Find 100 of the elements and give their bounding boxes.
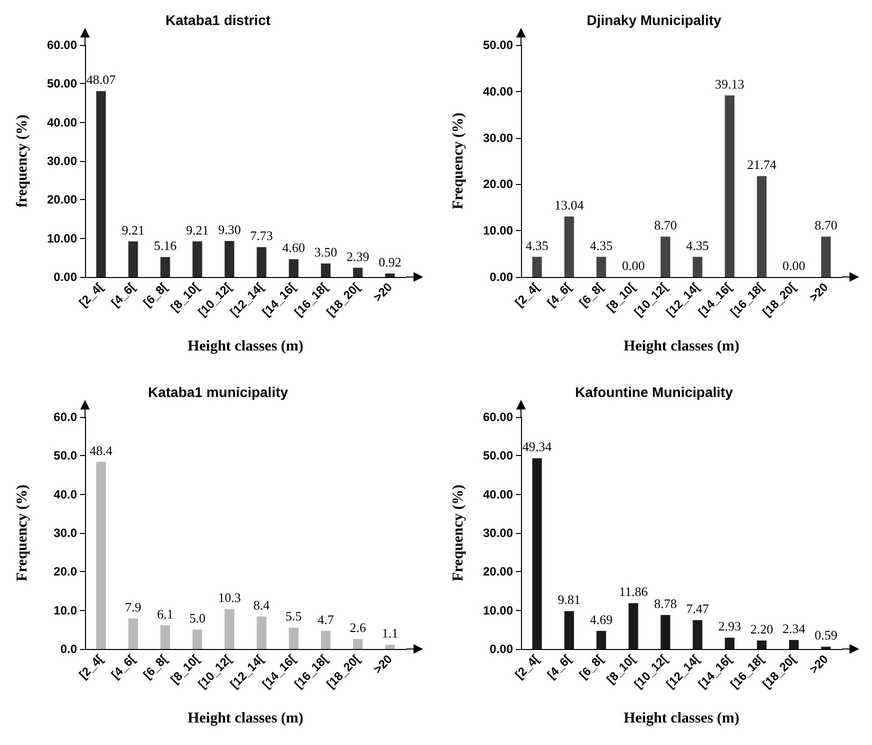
data-label: 9.30 bbox=[218, 222, 241, 238]
bar bbox=[660, 615, 670, 649]
y-tick-label: 10.00 bbox=[482, 603, 514, 618]
data-label: 2.6 bbox=[350, 620, 366, 635]
bar bbox=[320, 263, 331, 277]
y-axis-title: Frequency (%) bbox=[450, 112, 466, 210]
bar bbox=[160, 625, 170, 649]
data-label: 39.13 bbox=[715, 76, 744, 92]
data-label: 5.16 bbox=[154, 238, 178, 254]
bar bbox=[256, 616, 266, 649]
bar bbox=[128, 241, 138, 277]
y-tick-label: 10.00 bbox=[482, 224, 514, 238]
data-label: 2.20 bbox=[750, 621, 774, 636]
bar bbox=[288, 628, 298, 649]
data-label: 5.5 bbox=[286, 608, 302, 624]
bar bbox=[596, 256, 606, 277]
bar bbox=[353, 638, 363, 649]
data-label: 8.4 bbox=[253, 598, 270, 613]
chart-title: Kataba1 district bbox=[165, 12, 271, 28]
y-axis-title: frequency (%) bbox=[14, 114, 30, 208]
data-label: 10.3 bbox=[218, 590, 241, 606]
data-label: 21.74 bbox=[747, 157, 777, 172]
data-label: 5.0 bbox=[189, 610, 206, 626]
data-label: 11.86 bbox=[618, 584, 648, 600]
data-label: 13.04 bbox=[554, 197, 584, 212]
bar bbox=[256, 247, 266, 277]
y-tick-label: 40.0 bbox=[54, 487, 78, 502]
y-tick-label: 60.00 bbox=[482, 410, 514, 424]
y-tick-label: 30.00 bbox=[482, 526, 514, 540]
x-tick-label: >20 bbox=[370, 652, 396, 676]
bar bbox=[320, 630, 331, 649]
y-tick-label: 20.0 bbox=[54, 564, 78, 579]
bar bbox=[756, 640, 767, 649]
chart-title: Kataba1 municipality bbox=[148, 384, 288, 400]
x-tick-label: >20 bbox=[370, 280, 396, 304]
bar bbox=[192, 630, 202, 649]
data-label: 4.35 bbox=[526, 238, 548, 253]
data-label: 48.07 bbox=[86, 72, 116, 88]
y-tick-label: 10.00 bbox=[46, 231, 78, 246]
data-label: 4.35 bbox=[686, 238, 709, 253]
x-axis-title: Height classes (m) bbox=[624, 710, 740, 726]
data-label: 8.78 bbox=[654, 596, 677, 612]
y-tick-label: 30.00 bbox=[482, 130, 514, 145]
bar bbox=[532, 256, 542, 277]
data-label: 9.21 bbox=[122, 222, 145, 238]
chart-title: Djinaky Municipality bbox=[586, 12, 722, 28]
chart-title: Kafountine Municipality bbox=[575, 384, 734, 400]
bar bbox=[692, 620, 702, 649]
data-label: 48.4 bbox=[90, 442, 113, 458]
y-tick-label: 20.00 bbox=[482, 564, 514, 579]
bar bbox=[660, 236, 670, 277]
data-label: 49.34 bbox=[522, 439, 552, 454]
data-label: 0.00 bbox=[782, 258, 806, 273]
bar bbox=[385, 273, 395, 277]
y-tick-label: 50.00 bbox=[482, 38, 514, 52]
y-tick-label: 10.0 bbox=[54, 603, 78, 618]
data-label: 6.1 bbox=[157, 606, 174, 622]
y-tick-label: 50.00 bbox=[46, 76, 78, 91]
y-axis-title: Frequency (%) bbox=[450, 484, 466, 582]
bar bbox=[596, 630, 606, 649]
data-label: 4.60 bbox=[282, 240, 306, 256]
data-label: 0.92 bbox=[378, 254, 402, 270]
y-tick-label: 40.00 bbox=[46, 115, 78, 130]
bar bbox=[532, 458, 542, 649]
data-label: 0.59 bbox=[814, 628, 838, 643]
data-label: 0.00 bbox=[622, 258, 645, 273]
data-label: 8.70 bbox=[654, 218, 677, 233]
bar bbox=[96, 462, 106, 649]
y-tick-label: 0.0 bbox=[60, 642, 78, 656]
y-tick-label: 60.0 bbox=[54, 410, 78, 424]
y-tick-label: 60.00 bbox=[46, 38, 78, 52]
data-label: 4.35 bbox=[590, 238, 613, 253]
y-tick-label: 0.00 bbox=[54, 270, 78, 284]
bar bbox=[756, 176, 767, 277]
y-tick-label: 40.00 bbox=[482, 84, 514, 98]
data-label: 7.9 bbox=[125, 599, 142, 614]
bar bbox=[564, 216, 574, 277]
bar bbox=[821, 236, 831, 277]
y-tick-label: 50.00 bbox=[482, 448, 514, 463]
bar bbox=[224, 241, 234, 277]
y-tick-label: 20.00 bbox=[482, 177, 514, 192]
data-label: 9.21 bbox=[186, 222, 209, 238]
bar bbox=[692, 256, 702, 277]
bar bbox=[724, 95, 734, 277]
bar bbox=[160, 257, 170, 277]
data-label: 7.73 bbox=[250, 228, 273, 244]
bar bbox=[128, 618, 138, 649]
data-label: 2.93 bbox=[718, 618, 742, 634]
data-label: 2.39 bbox=[346, 248, 370, 264]
x-tick-label: >20 bbox=[806, 652, 832, 676]
x-axis-title: Height classes (m) bbox=[188, 710, 304, 726]
bar bbox=[385, 644, 395, 649]
bar bbox=[628, 603, 638, 649]
data-label: 4.7 bbox=[318, 612, 334, 627]
y-tick-label: 30.0 bbox=[54, 526, 78, 540]
bar bbox=[96, 91, 106, 277]
x-axis-title: Height classes (m) bbox=[188, 338, 304, 354]
y-tick-label: 50.0 bbox=[54, 448, 78, 463]
data-label: 1.1 bbox=[382, 626, 398, 641]
bar bbox=[224, 609, 234, 649]
